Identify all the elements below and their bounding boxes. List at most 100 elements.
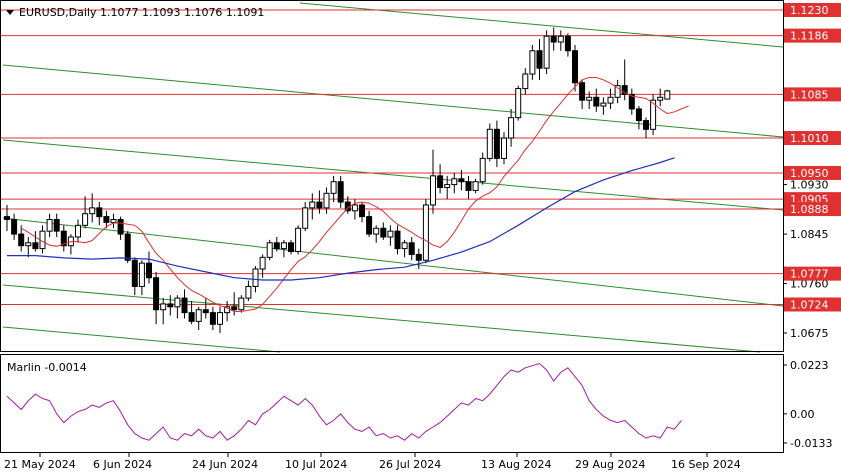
candle-body [479, 157, 486, 183]
price-tick-label: 1.0675 [790, 327, 829, 340]
level-label-box [784, 87, 841, 102]
price-tick-label: 1.0930 [790, 179, 829, 192]
candle-body [280, 242, 287, 250]
oscillator-label: Marlin -0.0014 [7, 361, 87, 374]
candle-body [408, 242, 415, 255]
candle-body [593, 96, 600, 107]
level-label-text: 1.1010 [790, 132, 829, 145]
candle-body [337, 181, 344, 203]
candle-body [117, 219, 124, 235]
candle-body [415, 253, 422, 261]
candle-body [458, 178, 465, 183]
date-tick-label: 10 Jul 2024 [285, 458, 347, 471]
candle-body [146, 262, 152, 279]
candle-body [373, 227, 380, 235]
candle-body [46, 219, 53, 232]
candle-body [394, 230, 401, 250]
candle-body [451, 178, 458, 186]
candle-body [124, 233, 131, 261]
candle-body [110, 219, 117, 223]
candle-body [217, 312, 223, 325]
oscillator-panel-frame [0, 354, 784, 453]
candle-body [359, 204, 365, 218]
candle-body [586, 96, 593, 101]
oscillator-panel [6, 362, 682, 441]
symbol-menu-triangle-icon[interactable] [6, 10, 14, 15]
candle-body [635, 108, 642, 122]
candle-body [174, 297, 181, 308]
candle-body [18, 233, 25, 247]
candle-body [209, 312, 216, 325]
candle-body [103, 216, 110, 223]
candle-body [536, 50, 543, 69]
candle-body [89, 207, 96, 215]
candle-body [309, 201, 316, 209]
level-labels: 1.12301.11861.10851.10101.09501.09051.08… [784, 3, 841, 312]
candle-body [572, 50, 578, 84]
candle-body [323, 192, 330, 209]
level-label-text: 1.0950 [790, 167, 829, 180]
candle-body [25, 242, 32, 247]
candle-body [600, 102, 607, 107]
channel-line [2, 284, 761, 353]
candle-body [131, 259, 138, 287]
date-tick-label: 16 Sep 2024 [671, 458, 741, 471]
candle-body [181, 297, 188, 314]
candle-body [550, 35, 557, 43]
candle-body [238, 297, 245, 311]
candle-body [401, 242, 408, 250]
candle-body [493, 128, 500, 159]
candle-body [387, 230, 394, 238]
candle-body [75, 224, 81, 238]
level-label-box [784, 266, 841, 281]
level-label-text: 1.1230 [790, 4, 829, 17]
oscillator-tick-label: 0.0223 [790, 359, 829, 372]
level-label-box [784, 297, 841, 312]
date-tick-label: 24 Jun 2024 [192, 458, 258, 471]
date-tick-label: 13 Aug 2024 [481, 458, 551, 471]
candle-body [614, 85, 621, 98]
level-label-text: 1.1085 [790, 88, 829, 101]
candle-body [138, 262, 145, 287]
candle-body [643, 120, 649, 130]
candle-body [522, 73, 529, 90]
candle-body [273, 242, 280, 250]
candle-body [657, 96, 664, 101]
channel-line [2, 139, 784, 211]
candle-body [96, 207, 103, 218]
date-tick-label: 6 Jun 2024 [93, 458, 152, 471]
candle-body [266, 242, 273, 258]
level-label-box [784, 202, 841, 217]
candle-body [664, 90, 671, 100]
candle-body [11, 219, 18, 235]
date-axis: 21 May 2024 6 Jun 2024 24 Jun 2024 10 Jul 2… [4, 453, 741, 471]
candle-body [259, 256, 266, 270]
candle-body [515, 88, 522, 119]
candle-body [650, 99, 657, 130]
candle-body [564, 35, 571, 52]
price-panel-frame [0, 0, 784, 352]
candle-body [430, 175, 436, 206]
candle-body [53, 219, 60, 232]
candle-body [195, 309, 202, 322]
candle-body [167, 303, 174, 308]
level-label-text: 1.0724 [790, 298, 829, 311]
candle-body [245, 285, 252, 299]
candle-body [202, 309, 209, 314]
level-label-text: 1.0888 [790, 203, 829, 216]
candle-body [160, 303, 167, 311]
price-tick-label: 1.0845 [790, 228, 829, 241]
candle-body [302, 207, 309, 229]
candle-body [543, 35, 550, 69]
candle-body [351, 204, 358, 212]
channel-line [2, 217, 784, 307]
candle-body [366, 216, 373, 235]
level-label-box [784, 28, 841, 43]
candle-body [32, 242, 39, 250]
candle-body [82, 213, 89, 226]
level-label-box [784, 131, 841, 146]
candle-body [60, 230, 67, 247]
candle-body [529, 50, 536, 75]
candle-body [607, 96, 614, 104]
